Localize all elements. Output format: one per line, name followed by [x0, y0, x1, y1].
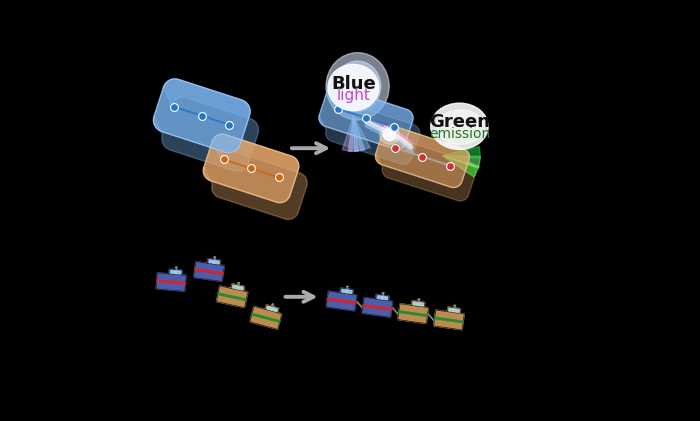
- Polygon shape: [207, 258, 220, 265]
- Polygon shape: [342, 116, 354, 152]
- Polygon shape: [398, 304, 428, 324]
- Polygon shape: [265, 305, 279, 313]
- Polygon shape: [377, 296, 383, 299]
- Polygon shape: [454, 309, 459, 312]
- Polygon shape: [153, 79, 258, 171]
- Point: [388, 123, 399, 130]
- Point: [384, 131, 395, 137]
- Polygon shape: [346, 290, 352, 293]
- Point: [384, 131, 395, 137]
- Polygon shape: [447, 307, 461, 314]
- Ellipse shape: [326, 53, 389, 120]
- Polygon shape: [412, 301, 425, 307]
- Polygon shape: [157, 280, 186, 284]
- Polygon shape: [326, 291, 357, 311]
- Polygon shape: [349, 116, 358, 151]
- Polygon shape: [413, 302, 419, 305]
- Polygon shape: [433, 310, 464, 330]
- Text: Blue: Blue: [331, 75, 376, 93]
- Polygon shape: [375, 126, 470, 187]
- Polygon shape: [176, 271, 181, 274]
- Text: emission: emission: [429, 127, 490, 141]
- Polygon shape: [375, 126, 476, 201]
- Polygon shape: [362, 297, 393, 317]
- Point: [444, 162, 456, 169]
- Polygon shape: [231, 284, 244, 291]
- Point: [333, 106, 344, 112]
- Polygon shape: [418, 303, 424, 306]
- Point: [273, 174, 284, 181]
- Point: [224, 121, 235, 128]
- Point: [389, 144, 400, 151]
- Polygon shape: [216, 286, 248, 308]
- Polygon shape: [272, 308, 277, 312]
- Ellipse shape: [430, 103, 488, 149]
- Polygon shape: [319, 87, 413, 149]
- Polygon shape: [194, 261, 224, 282]
- Polygon shape: [250, 306, 282, 329]
- Ellipse shape: [335, 61, 381, 112]
- Point: [196, 112, 207, 119]
- Polygon shape: [195, 269, 223, 274]
- Polygon shape: [169, 269, 182, 275]
- Polygon shape: [171, 270, 176, 274]
- Point: [218, 156, 229, 163]
- Polygon shape: [214, 261, 219, 264]
- Polygon shape: [449, 308, 454, 312]
- Polygon shape: [442, 156, 479, 177]
- Polygon shape: [442, 156, 480, 168]
- Polygon shape: [354, 116, 370, 151]
- Polygon shape: [218, 293, 246, 301]
- Polygon shape: [354, 116, 365, 152]
- Point: [169, 104, 180, 110]
- Polygon shape: [327, 298, 356, 304]
- Polygon shape: [342, 289, 347, 293]
- Polygon shape: [203, 134, 299, 203]
- Polygon shape: [267, 306, 273, 310]
- Point: [246, 165, 257, 172]
- Polygon shape: [363, 304, 392, 310]
- Polygon shape: [319, 87, 420, 164]
- Text: light: light: [337, 88, 370, 103]
- Polygon shape: [237, 286, 243, 290]
- Polygon shape: [442, 147, 480, 158]
- Polygon shape: [435, 317, 463, 323]
- Polygon shape: [340, 288, 354, 295]
- Point: [416, 153, 428, 160]
- Text: Green: Green: [429, 113, 490, 131]
- Polygon shape: [203, 134, 307, 219]
- Polygon shape: [153, 79, 250, 153]
- Polygon shape: [382, 296, 388, 300]
- Polygon shape: [233, 285, 239, 289]
- Ellipse shape: [328, 64, 379, 111]
- Polygon shape: [252, 313, 280, 322]
- Polygon shape: [376, 294, 389, 301]
- Ellipse shape: [436, 110, 484, 144]
- Point: [360, 115, 372, 121]
- Polygon shape: [209, 260, 215, 263]
- Polygon shape: [399, 311, 428, 317]
- Polygon shape: [156, 273, 186, 291]
